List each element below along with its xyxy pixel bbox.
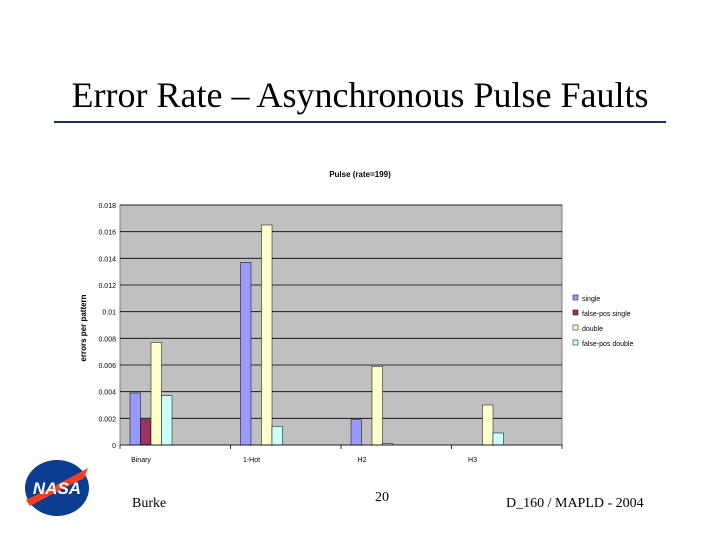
y-tick-label: 0.014: [98, 256, 116, 263]
y-tick-label: 0.008: [98, 336, 116, 343]
page-number: 20: [375, 490, 389, 505]
y-tick-label: 0.002: [98, 416, 116, 423]
bar-single-H2: [350, 419, 362, 446]
nasa-logo-text: NASA: [33, 479, 81, 498]
x-tick-label: H3: [468, 457, 477, 464]
x-tick-label: H2: [358, 457, 367, 464]
chart-title: Pulse (rate=199): [329, 170, 391, 179]
bar-false-pos-double-Binary: [161, 395, 173, 446]
bar-double-Binary: [150, 342, 162, 446]
legend-swatch: [572, 324, 579, 331]
y-tick-label: 0.01: [102, 310, 116, 317]
y-axis-label: errors per pattern: [79, 294, 88, 361]
y-tick-label: 0.004: [98, 390, 116, 397]
bar-single-1-Hot: [240, 262, 252, 446]
slide-title: Error Rate – Asynchronous Pulse Faults: [71, 75, 649, 115]
bar-false-pos-single-Binary: [140, 419, 152, 446]
bar-single-Binary: [129, 392, 141, 446]
y-axis-ticks: 0 0.002 0.004 0.006 0.008 0.01 0.012 0.014 0.016…: [98, 203, 116, 450]
bars: [129, 224, 504, 446]
nasa-logo: NASA: [25, 460, 89, 516]
footer-author: Burke: [132, 496, 167, 511]
bar-double-1-Hot: [261, 224, 273, 446]
legend-label: false-pos single: [582, 311, 631, 318]
y-tick-label: 0.006: [98, 363, 116, 370]
x-tick-label: Binary: [131, 457, 151, 464]
legend-swatch: [572, 294, 579, 301]
legend-swatch: [572, 309, 579, 316]
legend-label: double: [582, 326, 603, 333]
y-tick-label: 0.018: [98, 203, 116, 210]
y-tick-label: 0: [112, 443, 116, 450]
bar-false-pos-double-H3: [492, 432, 504, 446]
bar-double-H3: [482, 404, 494, 446]
footer-conference: D_160 / MAPLD - 2004: [506, 496, 644, 511]
bar-false-pos-double-1-Hot: [271, 426, 283, 446]
title-divider: [54, 121, 666, 123]
bar-double-H2: [371, 366, 383, 446]
x-tick-label: 1-Hot: [243, 457, 260, 464]
y-tick-label: 0.012: [98, 283, 116, 290]
plot-area: [119, 204, 563, 446]
legend-label: single: [582, 296, 600, 303]
y-tick-label: 0.016: [98, 230, 116, 237]
legend-label: false-pos double: [582, 341, 633, 348]
x-axis-ticks: Binary 1-Hot H2 H3: [119, 444, 563, 464]
legend-swatch: [572, 339, 579, 346]
legend: single false-pos single double false-pos do…: [572, 294, 633, 348]
